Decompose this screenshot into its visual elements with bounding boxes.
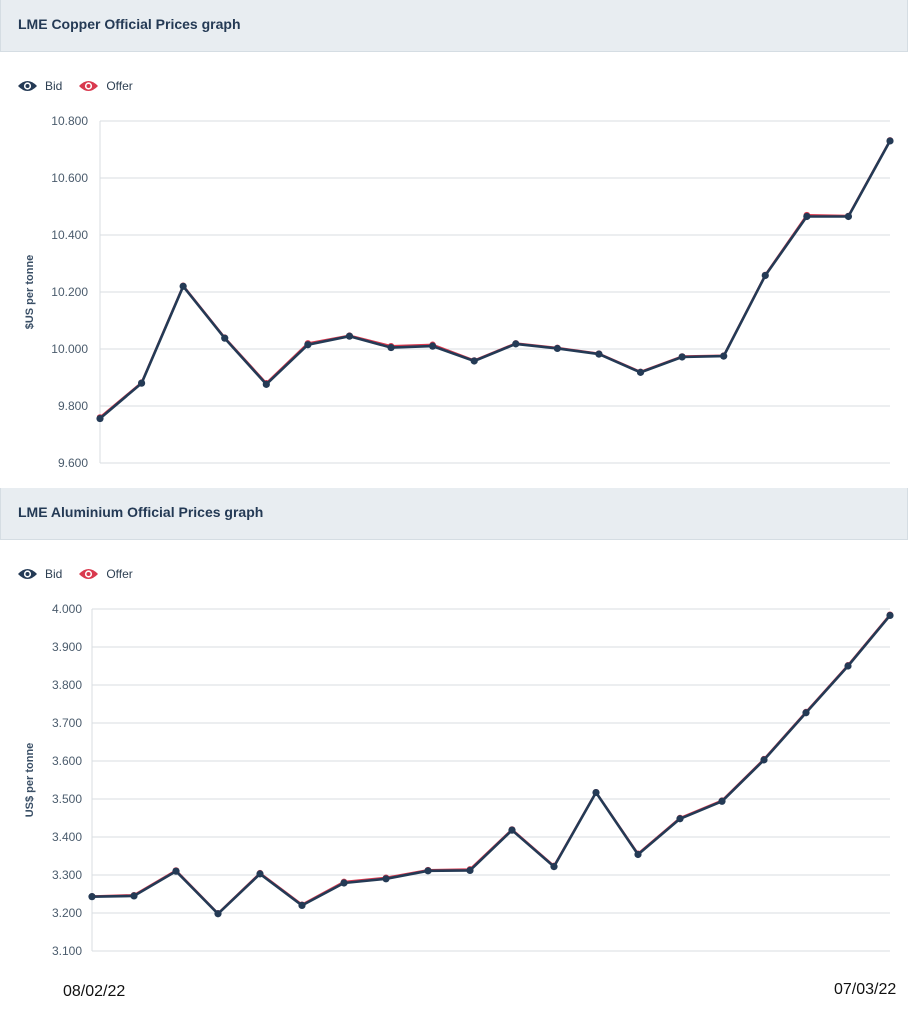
aluminium-legend-offer-label: Offer: [106, 567, 133, 581]
copper-bid-point[interactable]: [262, 380, 270, 388]
aluminium-bid-point[interactable]: [298, 901, 306, 909]
aluminium-legend-bid-label: Bid: [45, 567, 63, 581]
copper-bid-point[interactable]: [720, 352, 728, 360]
date-end-label: 07/03/22: [834, 981, 897, 998]
eye-icon: [79, 81, 99, 91]
aluminium-bid-point[interactable]: [256, 870, 264, 878]
aluminium-ytick-label: 3.700: [52, 716, 82, 730]
aluminium-ytick-label: 3.500: [52, 792, 82, 806]
aluminium-bid-point[interactable]: [886, 611, 894, 620]
eye-icon: [79, 569, 99, 579]
copper-bid-point[interactable]: [221, 334, 229, 342]
aluminium-bid-point[interactable]: [424, 867, 432, 875]
eye-icon: [18, 81, 37, 91]
copper-bid-point[interactable]: [179, 282, 187, 290]
copper-bid-point[interactable]: [304, 341, 312, 349]
copper-chart-title: LME Copper Official Prices graph: [18, 16, 241, 32]
aluminium-bid-point[interactable]: [88, 893, 96, 901]
copper-bid-point[interactable]: [429, 342, 437, 350]
aluminium-bid-point[interactable]: [340, 879, 348, 887]
copper-legend-bid[interactable]: Bid: [17, 79, 62, 93]
aluminium-bid-point[interactable]: [844, 662, 852, 670]
copper-offer-line: [99, 139, 891, 419]
copper-price-chart: 9.600 9.800 10.000 10.200 10.400 10.600 10.800…: [24, 114, 894, 470]
copper-ytick-label: 9.600: [58, 456, 88, 470]
copper-legend-bid-label: Bid: [45, 79, 63, 93]
copper-panel-header: LME Copper Official Prices graph: [0, 0, 908, 52]
aluminium-legend-offer[interactable]: Offer: [78, 567, 133, 581]
copper-ytick-label: 10.200: [51, 285, 88, 299]
copper-bid-point[interactable]: [96, 414, 104, 423]
aluminium-bid-point[interactable]: [592, 788, 600, 797]
aluminium-bid-point[interactable]: [760, 756, 768, 764]
aluminium-bid-point[interactable]: [550, 863, 558, 871]
aluminium-y-axis-title: US$ per tonne: [24, 743, 36, 818]
date-start-label: 08/02/22: [63, 983, 126, 1000]
aluminium-ytick-label: 4.000: [52, 602, 82, 616]
copper-bid-point[interactable]: [844, 212, 853, 221]
aluminium-bid-point[interactable]: [634, 850, 642, 859]
copper-legend: Bid Offer: [17, 78, 149, 94]
aluminium-bid-point[interactable]: [382, 875, 390, 883]
copper-ytick-label: 10.000: [51, 342, 88, 356]
copper-bid-point[interactable]: [387, 343, 395, 352]
copper-bid-line: [99, 140, 892, 420]
aluminium-chart-panel: LME Aluminium Official Prices graph Bid …: [0, 488, 910, 963]
copper-ytick-label: 10.800: [51, 114, 88, 128]
aluminium-ytick-label: 3.400: [52, 830, 82, 844]
aluminium-legend-bid[interactable]: Bid: [17, 567, 62, 581]
copper-bid-point[interactable]: [137, 379, 146, 387]
aluminium-bid-point[interactable]: [130, 892, 138, 900]
aluminium-bid-point[interactable]: [718, 797, 726, 805]
copper-ytick-label: 9.800: [58, 399, 88, 413]
copper-bid-point[interactable]: [470, 357, 478, 365]
copper-bid-point[interactable]: [345, 332, 354, 340]
copper-chart-panel: LME Copper Official Prices graph Bid Off…: [0, 0, 910, 488]
copper-legend-offer-label: Offer: [106, 79, 133, 93]
aluminium-bid-point[interactable]: [676, 815, 684, 823]
aluminium-legend: Bid Offer: [17, 566, 149, 582]
eye-icon: [18, 569, 37, 579]
aluminium-bid-point[interactable]: [466, 866, 474, 875]
copper-ytick-label: 10.600: [51, 171, 88, 185]
aluminium-bid-point[interactable]: [172, 867, 180, 875]
copper-bid-point[interactable]: [678, 353, 686, 361]
aluminium-ytick-label: 3.900: [52, 640, 82, 654]
copper-bid-point[interactable]: [761, 271, 769, 280]
copper-bid-point[interactable]: [803, 212, 811, 221]
copper-bid-point[interactable]: [512, 340, 520, 348]
aluminium-chart-title: LME Aluminium Official Prices graph: [18, 504, 264, 520]
aluminium-price-chart: 3.100 3.200 3.300 3.400 3.500 3.600 3.700 3.800…: [24, 602, 894, 958]
copper-bid-point[interactable]: [886, 137, 894, 145]
copper-bid-point[interactable]: [595, 350, 603, 358]
aluminium-panel-header: LME Aluminium Official Prices graph: [0, 488, 908, 540]
aluminium-ytick-label: 3.100: [52, 944, 82, 958]
aluminium-bid-point[interactable]: [802, 709, 810, 717]
copper-bid-point[interactable]: [636, 368, 645, 376]
aluminium-bid-line: [91, 614, 891, 916]
aluminium-ytick-label: 3.200: [52, 906, 82, 920]
aluminium-ytick-label: 3.300: [52, 868, 82, 882]
copper-bid-point[interactable]: [553, 344, 561, 353]
aluminium-bid-point[interactable]: [508, 826, 516, 834]
aluminium-offer-line: [91, 613, 891, 915]
copper-legend-offer[interactable]: Offer: [78, 79, 133, 93]
aluminium-ytick-label: 3.600: [52, 754, 82, 768]
aluminium-ytick-label: 3.800: [52, 678, 82, 692]
copper-ytick-label: 10.400: [51, 228, 88, 242]
aluminium-bid-point[interactable]: [214, 910, 222, 918]
copper-y-axis-title: $US per tonne: [24, 255, 36, 330]
